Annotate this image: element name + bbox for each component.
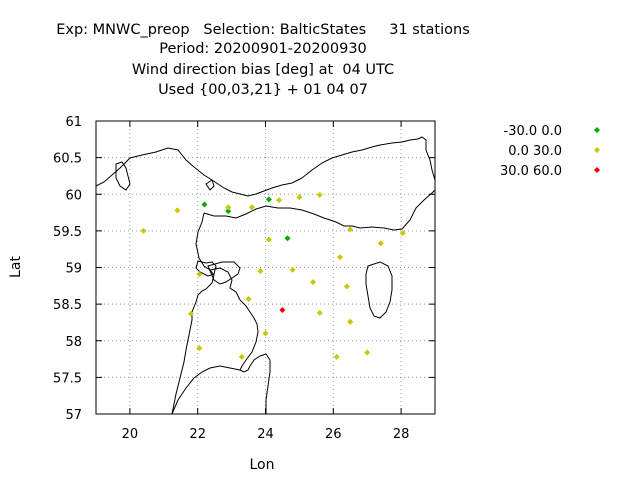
x-axis-label: Lon bbox=[250, 457, 275, 473]
data-point bbox=[347, 318, 354, 325]
data-point bbox=[257, 268, 264, 275]
legend-marker bbox=[594, 147, 600, 153]
chart-title-line-3: Wind direction bias [deg] at 04 UTC bbox=[131, 62, 395, 78]
x-tick-label: 28 bbox=[393, 427, 410, 442]
y-tick-label: 59.5 bbox=[53, 225, 82, 240]
y-tick-label: 60.5 bbox=[53, 152, 82, 167]
data-point bbox=[333, 353, 340, 360]
y-tick-label: 58.5 bbox=[53, 298, 82, 313]
y-tick-label: 60 bbox=[65, 188, 82, 203]
data-point bbox=[245, 295, 252, 302]
data-point bbox=[337, 254, 344, 261]
legend-marker bbox=[594, 127, 600, 133]
y-tick-label: 59 bbox=[65, 262, 82, 277]
data-point bbox=[187, 310, 194, 317]
legend-marker bbox=[594, 167, 600, 173]
y-tick-label: 57 bbox=[65, 408, 82, 423]
x-tick-label: 24 bbox=[257, 427, 274, 442]
data-point bbox=[316, 191, 323, 198]
data-point bbox=[309, 279, 316, 286]
x-tick-label: 26 bbox=[325, 427, 342, 442]
data-point bbox=[364, 349, 371, 356]
data-point bbox=[296, 194, 303, 201]
y-axis-label: Lat bbox=[8, 256, 24, 278]
data-point bbox=[174, 207, 181, 214]
legend-label: -30.0 0.0 bbox=[504, 124, 562, 139]
data-point bbox=[196, 271, 203, 278]
data-point bbox=[284, 235, 291, 242]
data-point bbox=[343, 283, 350, 290]
data-point bbox=[140, 227, 147, 234]
data-point bbox=[276, 197, 283, 204]
data-point bbox=[316, 309, 323, 316]
chart-title-line-2: Period: 20200901-20200930 bbox=[159, 41, 367, 57]
y-tick-label: 61 bbox=[65, 115, 82, 130]
chart-title-line-4: Used {00,03,21} + 01 04 07 bbox=[158, 82, 368, 98]
data-point bbox=[201, 201, 208, 208]
chart-title-line-1: Exp: MNWC_preop Selection: BalticStates … bbox=[56, 22, 470, 38]
data-point bbox=[265, 236, 272, 243]
data-point bbox=[347, 226, 354, 233]
data-point bbox=[399, 230, 406, 237]
data-point bbox=[238, 353, 245, 360]
data-point bbox=[225, 208, 232, 215]
x-tick-label: 22 bbox=[189, 427, 206, 442]
coastline bbox=[95, 136, 436, 415]
data-point bbox=[262, 330, 269, 337]
data-point bbox=[265, 196, 272, 203]
y-tick-label: 57.5 bbox=[53, 371, 82, 386]
x-tick-label: 20 bbox=[122, 427, 139, 442]
y-tick-label: 58 bbox=[65, 335, 82, 350]
data-point bbox=[289, 266, 296, 273]
axis-ticks: 20 22 24 26 28 57 57.5 58 58.5 59 59.5 60 60.5 61 bbox=[53, 115, 435, 442]
data-point bbox=[196, 345, 203, 352]
legend: -30.0 0.0 0.0 30.0 30.0 60.0 bbox=[500, 124, 600, 179]
legend-label: 30.0 60.0 bbox=[500, 164, 562, 179]
data-markers bbox=[140, 191, 406, 360]
data-point bbox=[225, 204, 232, 211]
data-point bbox=[377, 240, 384, 247]
data-point bbox=[279, 306, 286, 313]
legend-label: 0.0 30.0 bbox=[508, 144, 562, 159]
data-point bbox=[248, 204, 255, 211]
grid-lines bbox=[96, 121, 435, 414]
